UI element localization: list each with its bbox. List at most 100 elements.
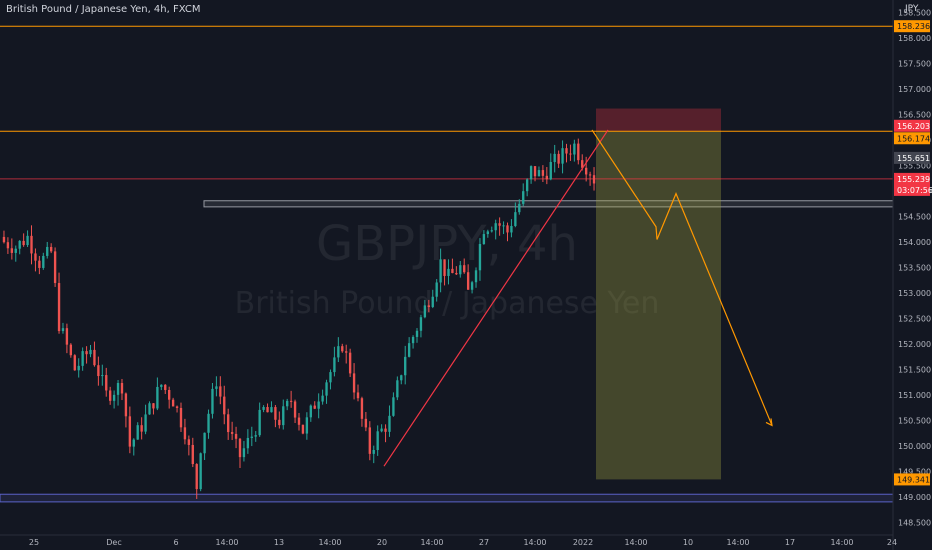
symbol-title[interactable]: British Pound / Japanese Yen, 4h, FXCM xyxy=(6,4,201,15)
candle-body xyxy=(22,240,25,246)
candle-body xyxy=(451,268,454,274)
time-tick-label: 24 xyxy=(887,538,897,547)
stop-top-label-bg xyxy=(894,119,930,132)
candle-body xyxy=(372,449,375,454)
price-tick-label: 152.000 xyxy=(898,340,931,349)
candle-body xyxy=(490,230,493,232)
time-tick-label: 27 xyxy=(479,538,489,547)
candle-body xyxy=(270,407,273,413)
candle-body xyxy=(89,349,92,355)
candle-body xyxy=(101,375,104,377)
time-tick-label: 14:00 xyxy=(726,538,749,547)
candle-body xyxy=(179,407,183,428)
candle-body xyxy=(266,407,269,413)
price-axis[interactable]: 158.500158.000157.500157.000156.500156.0… xyxy=(894,0,932,550)
candle-body xyxy=(518,203,521,213)
candle-body xyxy=(2,236,6,243)
candle-body xyxy=(156,386,159,409)
candle-body xyxy=(203,432,206,454)
candle-body xyxy=(533,166,537,177)
candle-body xyxy=(333,357,336,373)
candle-body xyxy=(105,375,108,391)
stop-top-label: 156.203 xyxy=(897,122,930,131)
candle-body xyxy=(132,439,135,447)
candle-body xyxy=(419,317,423,331)
candle-body xyxy=(234,433,238,439)
price-tick-label: 150.500 xyxy=(898,416,931,425)
time-tick-label: 2022 xyxy=(573,538,593,547)
candle-body xyxy=(380,428,383,432)
candle-body xyxy=(168,389,171,400)
candle-body xyxy=(164,384,167,390)
candle-body xyxy=(498,223,501,226)
candle-body xyxy=(447,268,450,276)
price-tick-label: 149.500 xyxy=(898,467,931,476)
candle-body xyxy=(274,407,277,420)
candle-body xyxy=(175,406,179,408)
candle-body xyxy=(341,346,344,352)
price-tick-label: 153.000 xyxy=(898,289,931,298)
candle-body xyxy=(73,355,76,371)
projection-arrow-head xyxy=(765,418,773,427)
candle-body xyxy=(337,346,340,358)
candle-body xyxy=(439,259,442,283)
candle-body xyxy=(482,234,486,244)
candle-body xyxy=(183,427,187,440)
candle-body xyxy=(557,153,560,164)
price-tick-label: 154.500 xyxy=(898,213,931,222)
price-tick-label: 157.500 xyxy=(898,60,931,69)
candle-body xyxy=(26,235,29,246)
upper-resistance-label: 158.236 xyxy=(897,22,930,31)
candle-body xyxy=(124,393,128,417)
candle-body xyxy=(305,417,309,434)
candle-body xyxy=(317,401,320,409)
candle-body xyxy=(463,265,466,273)
candle-body xyxy=(116,383,120,395)
candle-body xyxy=(85,351,88,355)
watermark-name: British Pound / Japanese Yen xyxy=(235,286,660,321)
candle-body xyxy=(14,248,17,253)
watermark: GBPJPY, 4h British Pound / Japanese Yen xyxy=(235,216,660,321)
time-tick-label: 14:00 xyxy=(523,538,546,547)
candle-body xyxy=(478,243,482,271)
candle-body xyxy=(187,439,191,445)
candle-body xyxy=(42,255,45,268)
target-label: 149.341 xyxy=(897,475,930,484)
candle-body xyxy=(514,212,517,227)
candle-body xyxy=(592,175,596,184)
candle-body xyxy=(494,223,497,231)
price-tick-label: 151.500 xyxy=(898,365,931,374)
candle-body xyxy=(584,167,588,175)
candle-body xyxy=(254,435,257,437)
candle-body xyxy=(510,226,513,233)
candle-body xyxy=(549,162,552,180)
time-tick-label: 6 xyxy=(173,538,178,547)
candle-body xyxy=(289,400,293,402)
candle-body xyxy=(258,409,261,436)
candle-body xyxy=(506,225,509,233)
candle-body xyxy=(301,424,305,434)
levels-layer xyxy=(0,25,893,180)
candles-layer xyxy=(2,138,596,499)
price-tick-label: 149.000 xyxy=(898,493,931,502)
last-close-label: 155.651 xyxy=(897,154,930,163)
candle-body xyxy=(588,174,592,176)
current-price-label: 155.239 xyxy=(897,175,930,184)
candle-body xyxy=(34,253,37,261)
candle-body xyxy=(459,265,462,275)
candle-body xyxy=(227,414,230,433)
candle-body xyxy=(474,270,478,283)
candle-body xyxy=(278,419,281,426)
candle-body xyxy=(329,372,332,383)
time-axis[interactable]: 25 Dec 6 14:00 13 14:00 20 14:00 27 14:00 2022 14:0… xyxy=(29,538,897,547)
candle-body xyxy=(97,365,100,377)
candle-body xyxy=(297,417,301,425)
candle-body xyxy=(561,148,564,164)
candle-body xyxy=(352,373,356,393)
entry-label-bg xyxy=(894,132,930,145)
candle-body xyxy=(435,282,438,297)
candle-body xyxy=(569,153,572,155)
candle-body xyxy=(246,437,250,449)
